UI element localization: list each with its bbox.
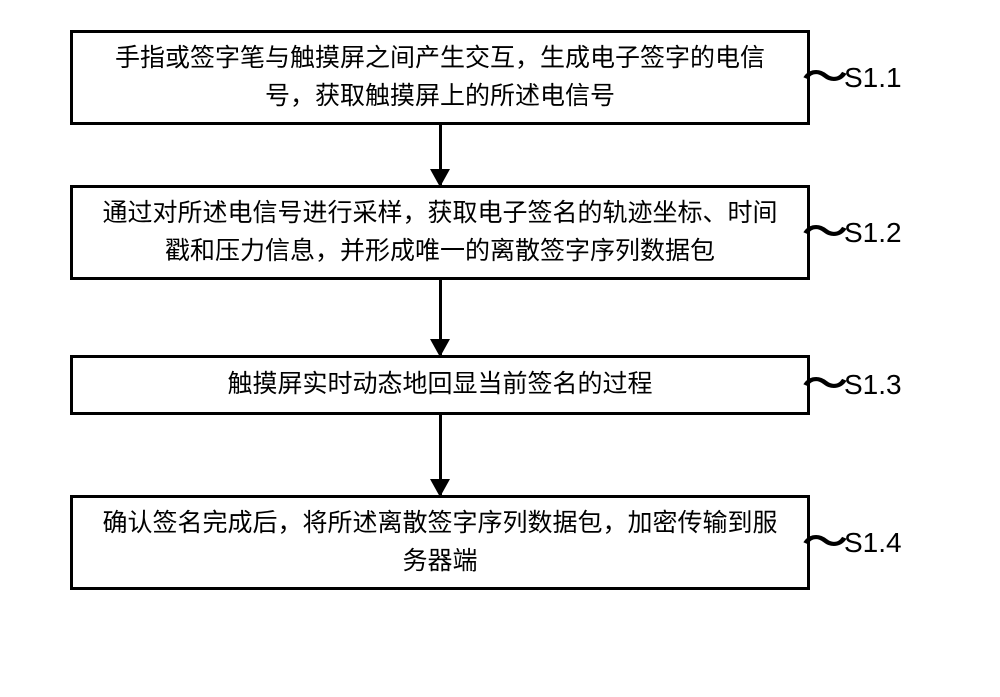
arrow-3 [439,415,442,495]
label-connector-2: 〜 S1.2 [810,217,902,249]
flowchart-container: 手指或签字笔与触摸屏之间产生交互，生成电子签字的电信号，获取触摸屏上的所述电信号… [70,30,930,590]
tilde-icon: 〜 [803,367,848,403]
step-box-1: 手指或签字笔与触摸屏之间产生交互，生成电子签字的电信号，获取触摸屏上的所述电信号 [70,30,810,125]
arrow-wrap-1 [70,125,810,185]
arrow-wrap-2 [70,280,810,355]
step-label-4: S1.4 [844,527,902,559]
arrow-2 [439,280,442,355]
step-box-4: 确认签名完成后，将所述离散签字序列数据包，加密传输到服务器端 [70,495,810,590]
step-text-3: 触摸屏实时动态地回显当前签名的过程 [227,366,652,404]
arrow-1 [439,125,442,185]
arrow-wrap-3 [70,415,810,495]
step-label-2: S1.2 [844,217,902,249]
step-row-3: 触摸屏实时动态地回显当前签名的过程 〜 S1.3 [70,355,930,415]
label-connector-3: 〜 S1.3 [810,369,902,401]
step-row-2: 通过对所述电信号进行采样，获取电子签名的轨迹坐标、时间戳和压力信息，并形成唯一的… [70,185,930,280]
label-connector-1: 〜 S1.1 [810,62,902,94]
label-connector-4: 〜 S1.4 [810,527,902,559]
tilde-icon: 〜 [803,525,848,561]
step-box-3: 触摸屏实时动态地回显当前签名的过程 [70,355,810,415]
step-label-1: S1.1 [844,62,902,94]
step-text-4: 确认签名完成后，将所述离散签字序列数据包，加密传输到服务器端 [93,505,787,580]
step-row-1: 手指或签字笔与触摸屏之间产生交互，生成电子签字的电信号，获取触摸屏上的所述电信号… [70,30,930,125]
step-box-2: 通过对所述电信号进行采样，获取电子签名的轨迹坐标、时间戳和压力信息，并形成唯一的… [70,185,810,280]
tilde-icon: 〜 [803,215,848,251]
step-row-4: 确认签名完成后，将所述离散签字序列数据包，加密传输到服务器端 〜 S1.4 [70,495,930,590]
step-text-2: 通过对所述电信号进行采样，获取电子签名的轨迹坐标、时间戳和压力信息，并形成唯一的… [93,195,787,270]
tilde-icon: 〜 [803,60,848,96]
step-label-3: S1.3 [844,369,902,401]
step-text-1: 手指或签字笔与触摸屏之间产生交互，生成电子签字的电信号，获取触摸屏上的所述电信号 [93,40,787,115]
